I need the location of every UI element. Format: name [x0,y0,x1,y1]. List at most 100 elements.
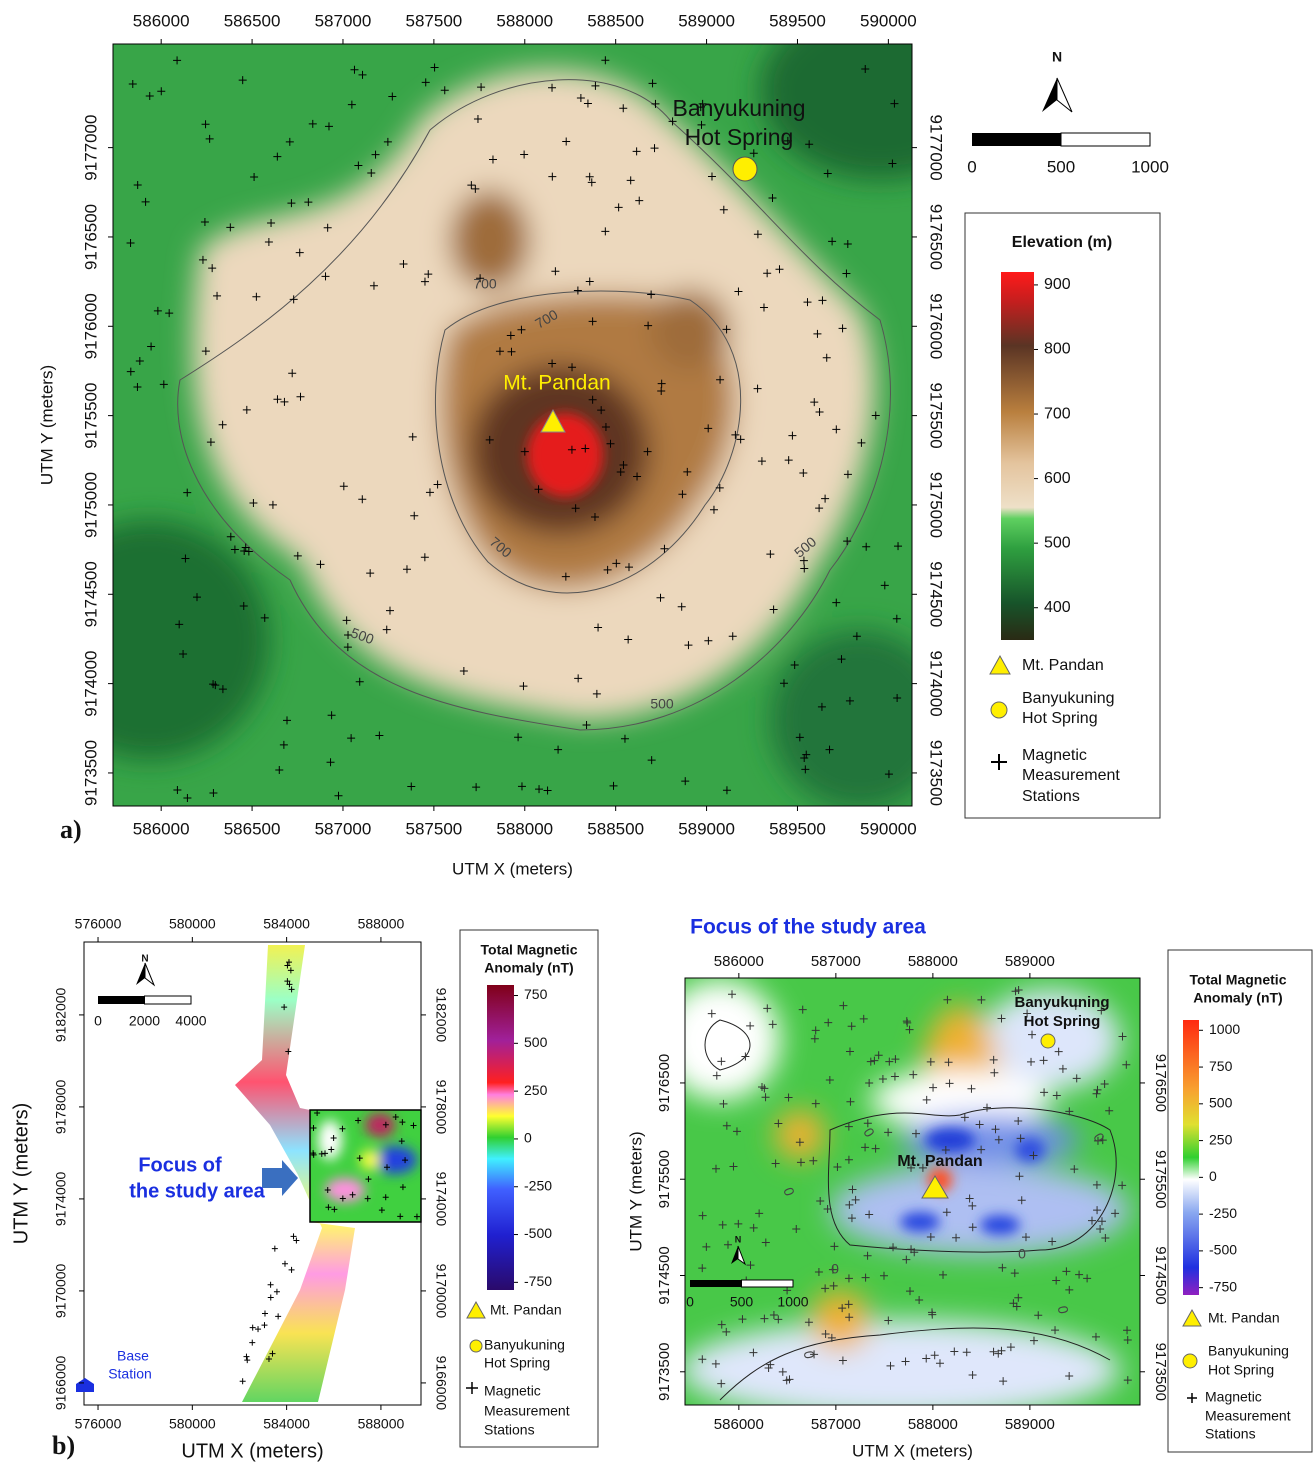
y-tick-label: 9178000 [53,1079,69,1134]
x-tick-label: 586000 [714,953,764,970]
legend-label: Measurement [1022,767,1120,784]
y-tick-label: 9176000 [81,293,100,359]
colorbar-label: -250 [524,1177,552,1193]
x-tick-label: 588000 [496,819,553,838]
x-tick-label: 588000 [908,953,958,970]
y-tick-label: 9177000 [927,115,946,181]
y-tick-label: 9175000 [81,472,100,538]
y-tick-label: 9175500 [1152,1150,1169,1208]
focus-label: the study area [129,1180,265,1202]
colorbar-label: 600 [1044,470,1071,487]
colorbar-label: 250 [1209,1131,1233,1147]
anomaly-map [660,978,1140,1420]
legend-label: Measurement [1205,1408,1291,1424]
colorbar-label: 400 [1044,599,1071,616]
scale-label: 1000 [1131,157,1169,176]
peak-label: Mt. Pandan [503,372,610,395]
x-tick-label: 584000 [263,916,310,932]
legend-title: Anomaly (nT) [1193,990,1282,1006]
colorbar-label: -750 [1209,1278,1237,1294]
legend-title: Total Magnetic [1190,972,1287,988]
legend-label: Stations [484,1422,535,1438]
x-tick-label: 586000 [714,1416,764,1433]
x-tick-label: 587000 [811,953,861,970]
y-axis-label: UTM Y (meters) [37,365,56,485]
colorbar-label: 0 [524,1130,532,1146]
colorbar-label: -500 [1209,1242,1237,1258]
y-tick-label: 9176500 [927,204,946,270]
scale-label: 0 [686,1294,694,1310]
colorbar-label: -750 [524,1273,552,1289]
y-tick-label: 9173500 [656,1343,673,1401]
legend-label: Stations [1205,1426,1256,1442]
x-tick-label: 576000 [75,916,122,932]
y-tick-label: 9174500 [656,1246,673,1304]
panel-label: b) [52,1431,75,1460]
colorbar-label: 500 [1044,534,1071,551]
y-tick-label: 9170000 [53,1263,69,1318]
legend-label: Banyukuning [1208,1343,1289,1359]
north-label: N [1052,49,1062,65]
colorbar-label: 700 [1044,405,1071,422]
x-tick-label: 587000 [811,1416,861,1433]
base-label: Station [108,1366,152,1382]
colorbar-label: 0 [1209,1168,1217,1184]
spring-label: Banyukuning [1014,994,1109,1011]
x-tick-label: 590000 [860,819,917,838]
y-tick-label: 9178000 [433,1080,449,1135]
y-tick-label: 9176500 [656,1054,673,1112]
colorbar [1183,1020,1199,1295]
y-tick-label: 9166000 [433,1356,449,1411]
y-tick-label: 9166000 [53,1355,69,1410]
x-tick-label: 589500 [769,11,826,30]
y-tick-label: 9174500 [1152,1246,1169,1304]
y-tick-label: 9176000 [927,293,946,359]
scale-bar [972,133,1061,146]
x-tick-label: 587000 [315,819,372,838]
x-tick-label: 589500 [769,819,826,838]
y-tick-label: 9174000 [53,1171,69,1226]
elevation-map [30,0,1000,810]
colorbar-label: 750 [1209,1058,1233,1074]
focus-label: Focus of [138,1154,222,1176]
legend-label: Mt. Pandan [1022,657,1104,674]
north-label: N [735,1234,742,1244]
legend-title: Anomaly (nT) [484,960,573,976]
contour-label: 700 [473,276,497,292]
legend-label: Mt. Pandan [490,1302,562,1318]
x-tick-label: 588000 [496,11,553,30]
y-tick-label: 9174000 [81,651,100,717]
colorbar-label: 900 [1044,276,1071,293]
x-tick-label: 589000 [1005,1416,1055,1433]
y-tick-label: 9173500 [81,740,100,806]
y-tick-label: 9182000 [53,987,69,1042]
spring-label: Hot Spring [1024,1013,1101,1030]
scale-label: 500 [1047,157,1075,176]
scale-bar [1061,133,1150,146]
y-tick-label: 9175500 [927,383,946,449]
y-tick-label: 9182000 [433,988,449,1043]
x-tick-label: 589000 [678,819,735,838]
legend-label: Hot Spring [1208,1362,1274,1378]
colorbar [487,985,514,1290]
scale-bar [742,1280,794,1287]
y-tick-label: 9176500 [81,204,100,270]
legend-label: Banyukuning [1022,690,1115,707]
y-tick-label: 9173500 [927,740,946,806]
scale-label: 1000 [777,1294,808,1310]
legend-label: Measurement [484,1403,570,1419]
panel-label: a) [60,815,82,844]
x-tick-label: 589000 [1005,953,1055,970]
colorbar-label: -250 [1209,1205,1237,1221]
scale-label: 2000 [129,1013,160,1029]
y-tick-label: 9174500 [81,561,100,627]
colorbar-label: 750 [524,986,548,1002]
base-label: Base [117,1348,149,1364]
legend-label: Magnetic [484,1383,541,1399]
scale-label: 4000 [175,1013,206,1029]
scale-label: 0 [967,157,976,176]
contour-label: 0 [831,1261,839,1277]
x-tick-label: 586000 [133,819,190,838]
x-tick-label: 588000 [908,1416,958,1433]
legend-label: Magnetic [1022,747,1087,764]
